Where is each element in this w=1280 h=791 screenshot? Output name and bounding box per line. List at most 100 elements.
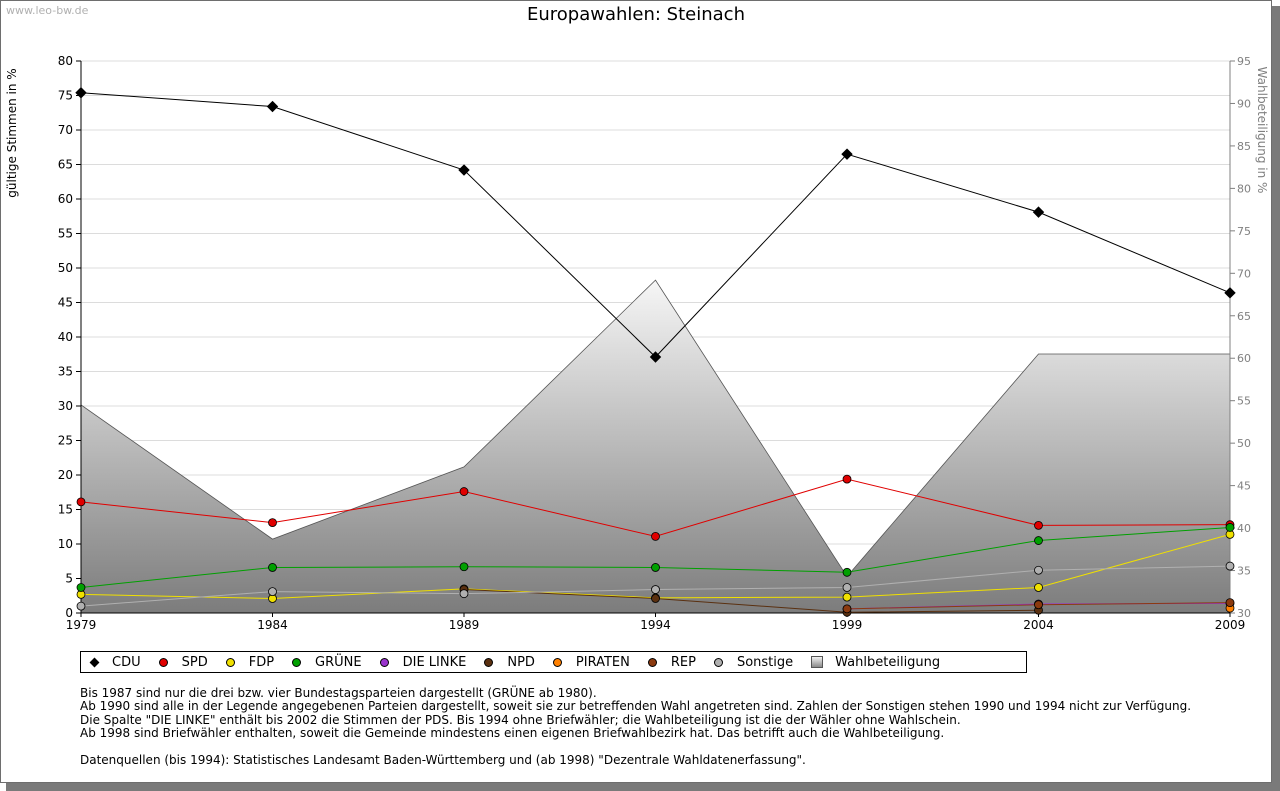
legend-item: SPD xyxy=(158,654,208,670)
y-tick-label: 45 xyxy=(58,296,73,310)
legend-item: Wahlbeteiligung xyxy=(811,655,940,670)
legend-swatch xyxy=(89,657,100,667)
x-tick-label: 1984 xyxy=(257,618,288,632)
legend-label: GRÜNE xyxy=(315,654,362,670)
y2-tick-label: 95 xyxy=(1237,55,1251,68)
y2-tick-label: 30 xyxy=(1237,607,1251,620)
y2-axis-title: Wahlbeteiligung in % xyxy=(1255,67,1269,194)
legend-swatch xyxy=(552,657,562,667)
legend: CDU SPD FDP GRÜNE DIE LINKE NPD PIRATEN REP Sons… xyxy=(80,651,1027,673)
data-point-cdu xyxy=(266,100,279,113)
data-point-sonstige xyxy=(651,585,660,594)
y-tick-label: 55 xyxy=(58,227,73,241)
data-point-grüne xyxy=(1034,536,1043,545)
legend-swatch xyxy=(811,656,824,668)
x-tick-label: 1989 xyxy=(449,618,480,632)
legend-label: CDU xyxy=(112,654,141,670)
y-tick-label: 75 xyxy=(58,89,73,103)
data-point-cdu xyxy=(649,351,662,363)
y2-tick-label: 80 xyxy=(1237,182,1251,195)
legend-label: DIE LINKE xyxy=(402,654,467,670)
legend-swatch xyxy=(158,657,168,667)
data-point-grüne xyxy=(651,563,660,572)
y-tick-label: 0 xyxy=(65,606,73,620)
data-point-cdu xyxy=(458,164,470,176)
y-tick-label: 60 xyxy=(58,192,73,206)
data-point-rep xyxy=(842,604,852,614)
legend-swatch xyxy=(713,657,723,667)
legend-item: NPD xyxy=(484,655,535,670)
data-point-rep xyxy=(1034,600,1043,610)
y-tick-label: 65 xyxy=(58,158,73,172)
y-tick-label: 50 xyxy=(58,261,73,275)
data-point-sonstige xyxy=(459,589,469,599)
y2-tick-label: 75 xyxy=(1237,225,1251,238)
legend-label: NPD xyxy=(507,654,535,670)
y2-tick-label: 45 xyxy=(1237,480,1251,493)
data-point-grüne xyxy=(268,563,277,572)
legend-swatch xyxy=(379,657,389,667)
data-point-grüne xyxy=(1225,523,1235,532)
x-tick-label: 2004 xyxy=(1023,618,1054,632)
data-point-cdu xyxy=(1032,206,1045,218)
data-point-cdu xyxy=(841,148,853,160)
axes: 0 5 10 15 20 25 30 35 40 45 50 55 60 65 70 75 80 30 35 40 45… xyxy=(58,54,1251,632)
data-point-sonstige xyxy=(842,583,852,592)
legend-swatch xyxy=(484,657,494,667)
x-tick-label: 1999 xyxy=(832,618,863,632)
x-tick-label: 2009 xyxy=(1215,618,1246,632)
y2-tick-label: 40 xyxy=(1237,522,1251,535)
data-point-spd xyxy=(842,474,852,484)
footnote-line: Bis 1987 sind nur die drei bzw. vier Bun… xyxy=(80,686,597,700)
data-point-fdp xyxy=(842,592,852,602)
data-point-spd xyxy=(268,518,277,528)
data-point-rep xyxy=(1225,598,1235,608)
footnotes: Bis 1987 sind nur die drei bzw. vier Bun… xyxy=(80,686,1191,740)
data-point-grüne xyxy=(459,562,469,572)
legend-item: REP xyxy=(647,654,696,670)
footnote-line: Ab 1998 sind Briefwähler enthalten, sowe… xyxy=(80,725,945,740)
data-point-sonstige xyxy=(268,587,277,597)
y-tick-label: 70 xyxy=(58,123,73,137)
data-point-sonstige xyxy=(1034,565,1043,575)
data-point-spd xyxy=(459,487,469,496)
y2-tick-label: 70 xyxy=(1237,267,1251,280)
data-point-grüne xyxy=(76,583,86,592)
y-tick-label: 15 xyxy=(58,503,73,517)
legend-label: REP xyxy=(670,654,696,670)
legend-label: FDP xyxy=(248,654,275,670)
data-point-spd xyxy=(76,497,86,507)
data-point-fdp xyxy=(1034,583,1043,592)
data-point-spd xyxy=(1034,520,1043,530)
legend-item: FDP xyxy=(225,654,275,670)
legend-item: Sonstige xyxy=(713,654,794,670)
legend-item: DIE LINKE xyxy=(379,654,467,670)
y-tick-label: 40 xyxy=(58,330,73,344)
y2-tick-label: 85 xyxy=(1237,140,1251,153)
y-tick-label: 20 xyxy=(58,468,73,482)
legend-label: Sonstige xyxy=(736,654,794,670)
y2-tick-label: 50 xyxy=(1237,437,1251,450)
watermark: www.leo-bw.de xyxy=(6,4,89,17)
y2-tick-label: 65 xyxy=(1237,310,1251,323)
x-tick-label: 1979 xyxy=(66,618,97,632)
x-tick-label: 1994 xyxy=(640,618,671,632)
legend-swatch xyxy=(225,657,235,667)
legend-item: PIRATEN xyxy=(552,655,630,670)
y2-tick-label: 55 xyxy=(1237,395,1251,408)
y-tick-label: 35 xyxy=(58,365,73,379)
series-markers xyxy=(75,87,1236,617)
data-point-cdu xyxy=(75,87,87,99)
legend-swatch xyxy=(292,657,302,667)
frame-shadow-right xyxy=(1272,6,1280,791)
data-point-sonstige xyxy=(76,601,86,611)
legend-label: SPD xyxy=(181,654,208,670)
y-tick-label: 80 xyxy=(58,54,73,68)
data-point-cdu xyxy=(1224,287,1236,299)
data-point-grüne xyxy=(842,567,852,577)
y2-tick-label: 35 xyxy=(1237,565,1251,578)
y2-tick-label: 60 xyxy=(1237,352,1251,365)
chart-title: Europawahlen: Steinach xyxy=(527,4,745,25)
data-point-spd xyxy=(651,532,660,541)
y-tick-label: 5 xyxy=(65,572,73,586)
